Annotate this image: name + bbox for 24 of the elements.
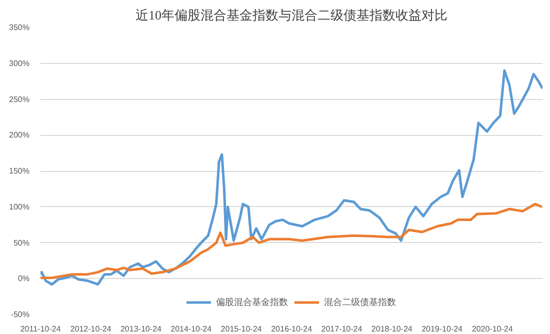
x-tick-label: 2011-10-24: [20, 324, 62, 334]
legend-label: 偏股混合基金指数: [216, 296, 288, 308]
x-tick-label: 2015-10-24: [220, 324, 262, 334]
y-tick-label: 0%: [18, 274, 30, 284]
legend-label: 混合二级债基指数: [324, 296, 396, 308]
x-tick-label: 2012-10-24: [70, 324, 112, 334]
x-tick-label: 2013-10-24: [120, 324, 162, 334]
y-tick-label: 50%: [13, 238, 30, 248]
x-tick-label: 2019-10-24: [422, 324, 464, 334]
x-tick-label: 2020-10-24: [472, 324, 514, 334]
y-tick-label: 200%: [9, 130, 30, 140]
y-tick-label: 250%: [9, 94, 30, 104]
y-tick-label: -50%: [10, 310, 30, 319]
x-tick-label: 2017-10-24: [321, 324, 363, 334]
y-tick-label: 300%: [9, 58, 30, 68]
line-series: [40, 202, 542, 280]
y-tick-label: 150%: [9, 166, 30, 176]
line-series: [40, 69, 542, 286]
chart-title: 近10年偏股混合基金指数与混合二级债基指数收益对比: [136, 8, 448, 22]
x-tick-label: 2014-10-24: [170, 324, 212, 334]
y-tick-label: 100%: [9, 202, 30, 212]
y-tick-label: 350%: [9, 23, 30, 32]
x-tick-label: 2018-10-24: [371, 324, 413, 334]
x-tick-label: 2016-10-24: [271, 324, 313, 334]
